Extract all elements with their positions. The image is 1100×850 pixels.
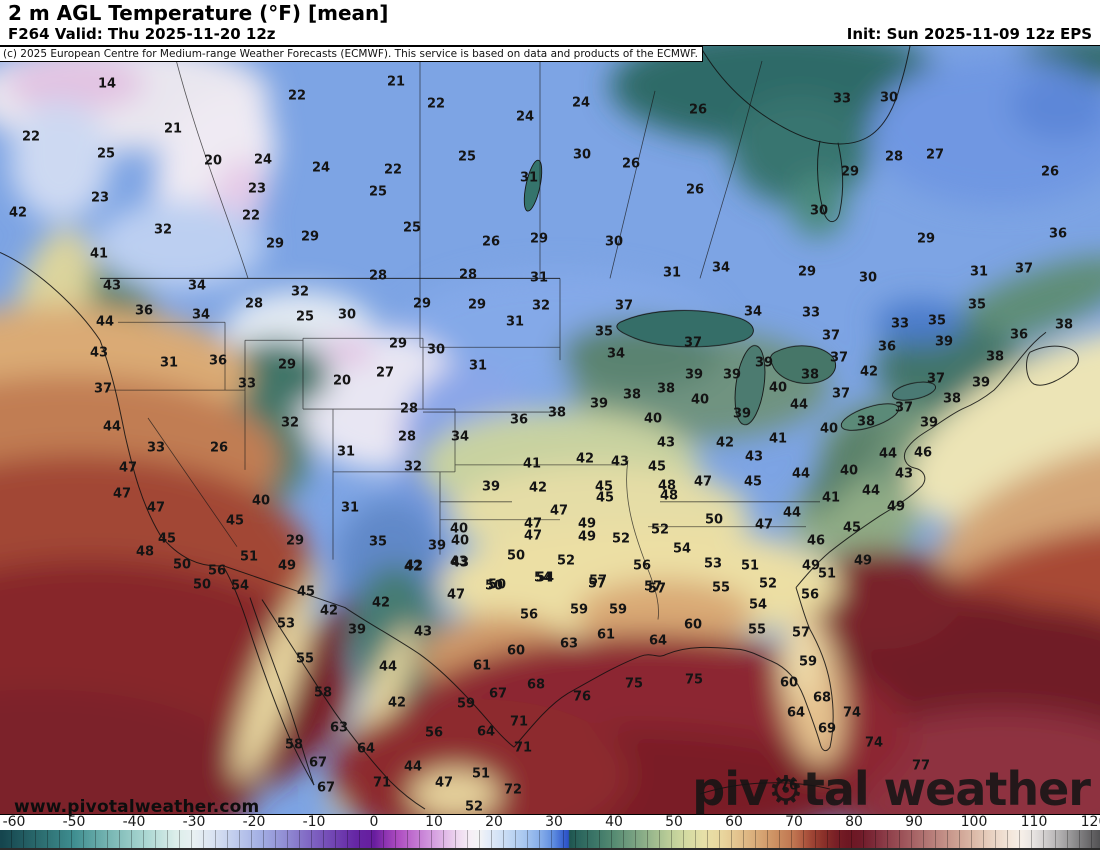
colorbar-gradient — [0, 830, 1100, 848]
copyright-bar: (c) 2025 European Centre for Medium-rang… — [0, 46, 703, 62]
field-blobs — [0, 46, 1100, 814]
great-lakes — [523, 159, 937, 431]
watermark-url: www.pivotalweather.com — [14, 797, 260, 817]
colorbar-tick: -30 — [182, 814, 206, 830]
colorbar-tick: 90 — [905, 814, 923, 830]
logo-text-right: tal weather — [802, 762, 1091, 816]
valid-time-label: F264 Valid: Thu 2025-11-20 12z — [8, 25, 276, 43]
map-canvas — [0, 45, 1100, 815]
colorbar-tick: 100 — [960, 814, 988, 830]
colorbar-tick: -50 — [62, 814, 86, 830]
colorbar-tick: 70 — [785, 814, 803, 830]
colorbar-tick-labels: -60 -50 -40 -30 -20 -10 0 10 20 30 40 50 60 70 80 90 100… — [0, 814, 1100, 830]
init-time-label: Init: Sun 2025-11-09 12z EPS — [846, 25, 1092, 43]
colorbar-tick: -10 — [302, 814, 326, 830]
colorbar-tick: -40 — [122, 814, 146, 830]
coastline-borders — [0, 46, 1079, 810]
page-title: 2 m AGL Temperature (°F) [mean] — [8, 1, 389, 25]
colorbar-cell-lines — [0, 830, 1100, 848]
colorbar-baseline — [0, 848, 1100, 850]
state-borders — [108, 55, 820, 620]
colorbar-tick: 110 — [1020, 814, 1048, 830]
colorbar-tick: 120 — [1080, 814, 1100, 830]
colorbar-tick: 40 — [605, 814, 623, 830]
colorbar-tick: 20 — [485, 814, 503, 830]
gear-icon: ⚙ — [767, 768, 804, 814]
colorbar-tick: -20 — [242, 814, 266, 830]
colorbar-tick: 50 — [665, 814, 683, 830]
colorbar-tick: 10 — [425, 814, 443, 830]
colorbar-tick: 80 — [845, 814, 863, 830]
colorbar-tick: -60 — [2, 814, 26, 830]
colorbar-tick: 0 — [369, 814, 379, 830]
header: 2 m AGL Temperature (°F) [mean] F264 Val… — [0, 0, 1100, 45]
map-field — [0, 46, 1100, 814]
colorbar-tick: 60 — [725, 814, 743, 830]
colorbar-tick: 30 — [545, 814, 563, 830]
watermark-logo: piv⚙tal weather — [692, 766, 1091, 814]
logo-text-left: piv — [692, 762, 769, 816]
